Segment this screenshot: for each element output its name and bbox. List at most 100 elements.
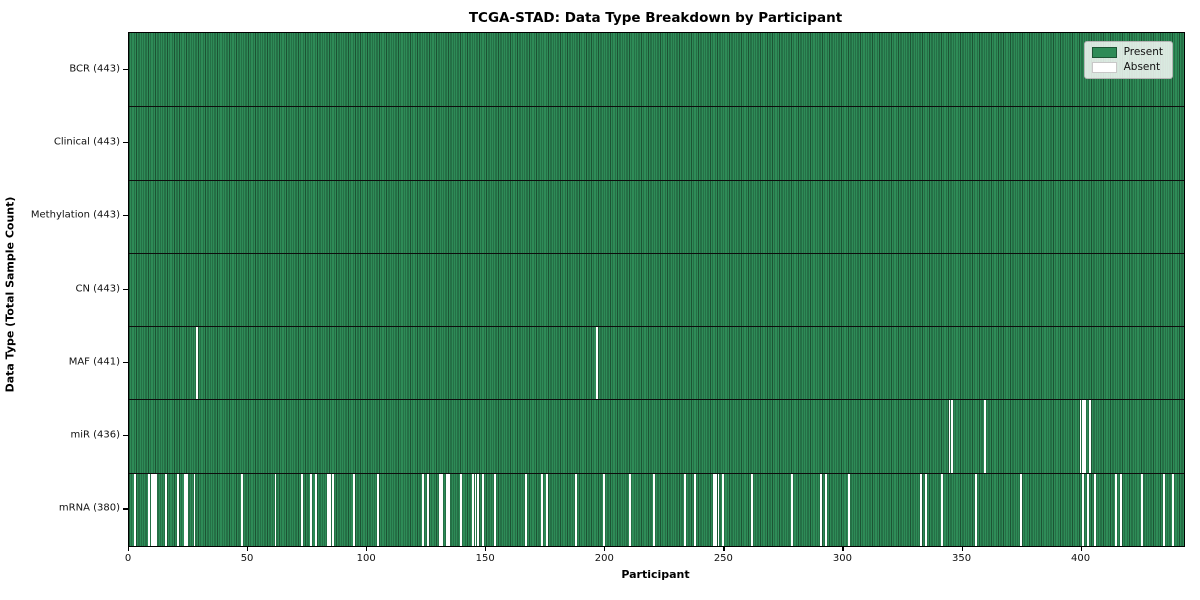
y-tick-label: MAF (441) (68, 356, 120, 368)
x-tick (247, 546, 249, 551)
absent-stripe (184, 472, 186, 546)
absent-stripe (474, 472, 477, 546)
absent-stripe (274, 472, 277, 546)
x-tick (128, 546, 130, 551)
y-axis-label: Data Type (Total Sample Count) (4, 99, 17, 393)
absent-stripe (524, 472, 527, 546)
y-tick (123, 435, 128, 437)
absent-stripe (476, 472, 479, 546)
absent-swatch-icon (1091, 62, 1117, 73)
absent-stripe (422, 472, 425, 546)
absent-stripe (1081, 399, 1084, 473)
absent-stripe (155, 472, 158, 546)
absent-stripe (186, 472, 189, 546)
row-separator (129, 472, 1184, 474)
absent-stripe (1089, 399, 1091, 473)
absent-stripe (1093, 472, 1096, 546)
absent-stripe (848, 472, 851, 546)
y-tick-label: Methylation (443) (30, 209, 120, 221)
x-tick-label: 400 (1071, 553, 1091, 564)
y-tick-label: Clinical (443) (53, 136, 120, 148)
absent-stripe (165, 472, 167, 546)
absent-stripe (715, 472, 718, 546)
row-band-clinical (129, 106, 1184, 180)
absent-stripe (629, 472, 632, 546)
absent-stripe (603, 472, 606, 546)
row-band-mir (129, 399, 1184, 473)
absent-stripe (750, 472, 753, 546)
y-tick (123, 288, 128, 290)
absent-stripe (148, 472, 151, 546)
absent-stripe (924, 472, 927, 546)
absent-stripe (1084, 399, 1087, 473)
absent-stripe (919, 472, 922, 546)
absent-stripe (1162, 472, 1165, 546)
absent-stripe (441, 472, 444, 546)
x-tick-label: 200 (594, 553, 614, 564)
absent-stripe (310, 472, 313, 546)
y-tick (123, 508, 128, 510)
absent-stripe (1081, 472, 1084, 546)
absent-stripe (974, 472, 977, 546)
y-tick-label: miR (436) (70, 429, 120, 441)
absent-stripe (824, 472, 827, 546)
absent-stripe (1141, 472, 1144, 546)
absent-stripe (984, 399, 987, 473)
y-tick-label: mRNA (380) (58, 502, 120, 514)
absent-stripe (493, 472, 496, 546)
absent-stripe (791, 472, 794, 546)
x-tick-label: 350 (951, 553, 972, 564)
y-tick-label: BCR (443) (69, 63, 120, 75)
legend-label-present: Present (1123, 46, 1163, 59)
absent-stripe (153, 472, 155, 546)
y-tick (123, 215, 128, 217)
chart-title: TCGA-STAD: Data Type Breakdown by Partic… (468, 10, 843, 26)
x-tick-label: 0 (124, 553, 132, 564)
x-tick (485, 546, 487, 551)
absent-stripe (1019, 472, 1022, 546)
absent-stripe (353, 472, 356, 546)
x-tick-label: 50 (240, 553, 254, 564)
legend-label-absent: Absent (1123, 61, 1161, 74)
absent-stripe (712, 472, 715, 546)
absent-stripe (1079, 399, 1082, 473)
absent-stripe (684, 472, 687, 546)
absent-stripe (819, 472, 822, 546)
row-separator (129, 326, 1184, 328)
legend-item-present: Present (1091, 46, 1163, 59)
absent-stripe (1115, 472, 1118, 546)
present-swatch-icon (1091, 47, 1117, 58)
absent-stripe (331, 472, 334, 546)
absent-stripe (717, 472, 720, 546)
absent-stripe (1086, 472, 1089, 546)
absent-stripe (195, 326, 198, 400)
absent-stripe (448, 472, 451, 546)
x-tick (842, 546, 844, 551)
row-band-maf (129, 326, 1184, 400)
row-separator (129, 399, 1184, 401)
absent-stripe (596, 326, 598, 400)
absent-stripe (1119, 472, 1122, 546)
absent-stripe (300, 472, 303, 546)
x-tick (723, 546, 725, 551)
absent-stripe (693, 472, 696, 546)
x-tick (604, 546, 606, 551)
absent-stripe (481, 472, 484, 546)
y-tick (123, 141, 128, 144)
absent-stripe (426, 472, 429, 546)
absent-stripe (329, 472, 332, 546)
absent-stripe (948, 399, 951, 473)
row-separator (129, 106, 1184, 108)
absent-stripe (722, 472, 725, 546)
absent-stripe (134, 472, 136, 546)
row-band-bcr (129, 33, 1184, 107)
absent-stripe (653, 472, 656, 546)
absent-stripe (574, 472, 577, 546)
y-tick (123, 68, 128, 70)
absent-stripe (541, 472, 544, 546)
legend: Present Absent (1083, 41, 1173, 79)
absent-stripe (950, 399, 953, 473)
absent-stripe (193, 472, 196, 546)
absent-stripe (376, 472, 379, 546)
x-tick (366, 546, 368, 551)
